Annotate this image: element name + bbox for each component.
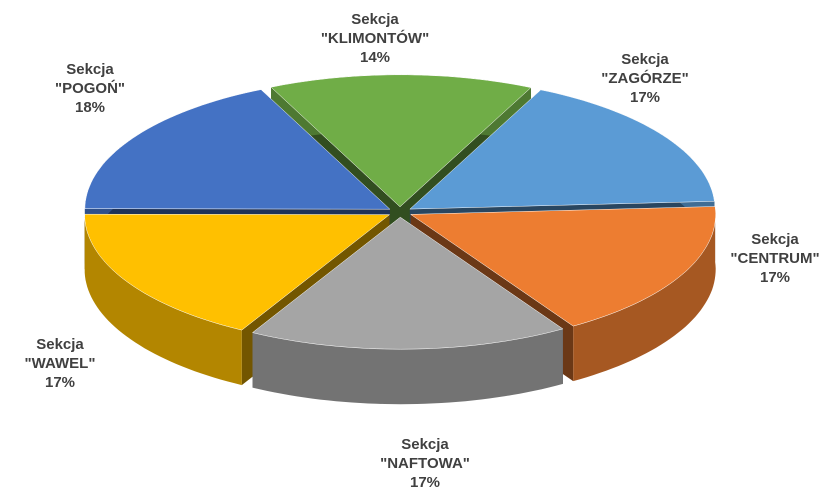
data-label: Sekcja "WAWEL" 17% bbox=[0, 335, 130, 392]
slice-wall bbox=[84, 214, 242, 386]
data-label: Sekcja "KLIMONTÓW" 14% bbox=[305, 10, 445, 67]
slice-top bbox=[409, 206, 716, 327]
value-label: 17% bbox=[44, 374, 76, 391]
data-label: Sekcja "POGOŃ" 18% bbox=[20, 60, 160, 117]
data-label: Sekcja "CENTRUM" 17% bbox=[705, 230, 832, 287]
slice bbox=[251, 216, 564, 405]
value-label: 17% bbox=[759, 269, 791, 286]
category-label: Sekcja "POGOŃ" bbox=[54, 61, 126, 97]
data-label: Sekcja "NAFTOWA" 17% bbox=[355, 435, 495, 491]
category-label: Sekcja "ZAGÓRZE" bbox=[601, 51, 689, 87]
slice-top bbox=[251, 216, 564, 350]
slice-top bbox=[270, 74, 532, 208]
value-label: 18% bbox=[74, 99, 106, 116]
value-label: 17% bbox=[409, 474, 441, 491]
value-label: 17% bbox=[629, 89, 661, 106]
slice-wall bbox=[252, 328, 563, 405]
slice-top bbox=[409, 89, 715, 210]
slice-wall bbox=[573, 206, 716, 382]
slice-top bbox=[84, 89, 391, 210]
category-label: Sekcja "CENTRUM" bbox=[730, 231, 820, 267]
category-label: Sekcja "WAWEL" bbox=[24, 336, 96, 372]
data-label: Sekcja "ZAGÓRZE" 17% bbox=[575, 50, 715, 107]
category-label: Sekcja "NAFTOWA" bbox=[380, 436, 470, 472]
value-label: 14% bbox=[359, 49, 391, 66]
slice-top bbox=[84, 213, 391, 331]
category-label: Sekcja "KLIMONTÓW" bbox=[320, 11, 430, 47]
